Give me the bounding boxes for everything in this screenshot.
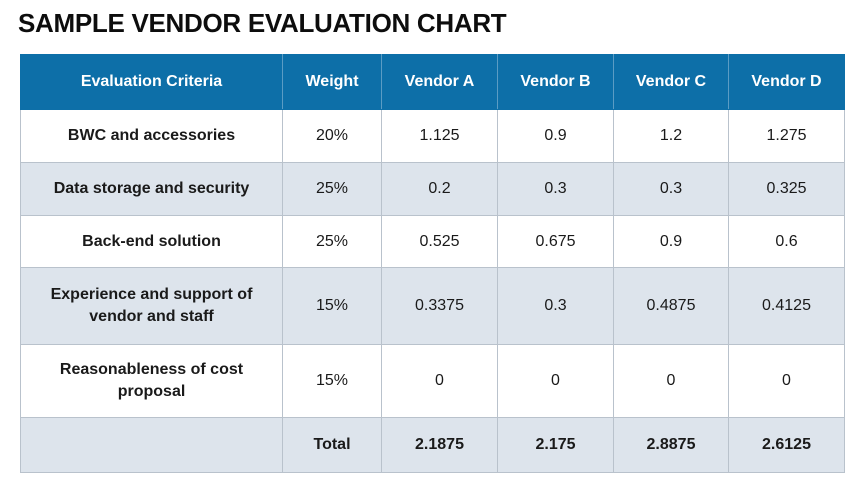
criteria-cell: BWC and accessories xyxy=(20,109,283,163)
vendor-b-cell: 0.675 xyxy=(497,215,614,268)
total-vendor-b-cell: 2.175 xyxy=(497,417,614,473)
chart-title: SAMPLE VENDOR EVALUATION CHART xyxy=(18,8,507,38)
total-vendor-a-cell: 2.1875 xyxy=(381,417,498,473)
column-header-vendor-c: Vendor C xyxy=(613,54,729,110)
column-header-weight: Weight xyxy=(282,54,382,110)
vendor-b-cell: 0.3 xyxy=(497,162,614,216)
vendor-d-cell: 0 xyxy=(728,344,845,418)
column-header-vendor-d: Vendor D xyxy=(728,54,845,110)
total-vendor-d-cell: 2.6125 xyxy=(728,417,845,473)
weight-cell: 15% xyxy=(282,267,382,345)
weight-cell: 20% xyxy=(282,109,382,163)
weight-cell: 25% xyxy=(282,215,382,268)
vendor-evaluation-table: Evaluation Criteria Weight Vendor A Vend… xyxy=(20,54,845,473)
criteria-cell: Back-end solution xyxy=(20,215,283,268)
header-row: Evaluation Criteria Weight Vendor A Vend… xyxy=(20,54,845,110)
table-row: Back-end solution 25% 0.525 0.675 0.9 0.… xyxy=(20,215,845,268)
empty-cell xyxy=(20,417,283,473)
vendor-c-cell: 0 xyxy=(613,344,729,418)
total-row: Total 2.1875 2.175 2.8875 2.6125 xyxy=(20,417,845,473)
vendor-a-cell: 0.2 xyxy=(381,162,498,216)
vendor-c-cell: 0.3 xyxy=(613,162,729,216)
criteria-cell: Reasonableness of cost proposal xyxy=(20,344,283,418)
table-row: Experience and support of vendor and sta… xyxy=(20,267,845,345)
vendor-d-cell: 0.325 xyxy=(728,162,845,216)
vendor-b-cell: 0 xyxy=(497,344,614,418)
table-row: BWC and accessories 20% 1.125 0.9 1.2 1.… xyxy=(20,109,845,163)
table-row: Data storage and security 25% 0.2 0.3 0.… xyxy=(20,162,845,216)
vendor-c-cell: 0.9 xyxy=(613,215,729,268)
vendor-a-cell: 0 xyxy=(381,344,498,418)
column-header-criteria: Evaluation Criteria xyxy=(20,54,283,110)
column-header-vendor-b: Vendor B xyxy=(497,54,614,110)
total-vendor-c-cell: 2.8875 xyxy=(613,417,729,473)
criteria-cell: Data storage and security xyxy=(20,162,283,216)
vendor-d-cell: 1.275 xyxy=(728,109,845,163)
vendor-a-cell: 0.3375 xyxy=(381,267,498,345)
vendor-b-cell: 0.3 xyxy=(497,267,614,345)
criteria-cell: Experience and support of vendor and sta… xyxy=(20,267,283,345)
total-label: Total xyxy=(282,417,382,473)
vendor-a-cell: 1.125 xyxy=(381,109,498,163)
vendor-a-cell: 0.525 xyxy=(381,215,498,268)
table-row: Reasonableness of cost proposal 15% 0 0 … xyxy=(20,344,845,418)
column-header-vendor-a: Vendor A xyxy=(381,54,498,110)
weight-cell: 25% xyxy=(282,162,382,216)
vendor-d-cell: 0.4125 xyxy=(728,267,845,345)
vendor-d-cell: 0.6 xyxy=(728,215,845,268)
weight-cell: 15% xyxy=(282,344,382,418)
vendor-c-cell: 1.2 xyxy=(613,109,729,163)
vendor-c-cell: 0.4875 xyxy=(613,267,729,345)
vendor-b-cell: 0.9 xyxy=(497,109,614,163)
